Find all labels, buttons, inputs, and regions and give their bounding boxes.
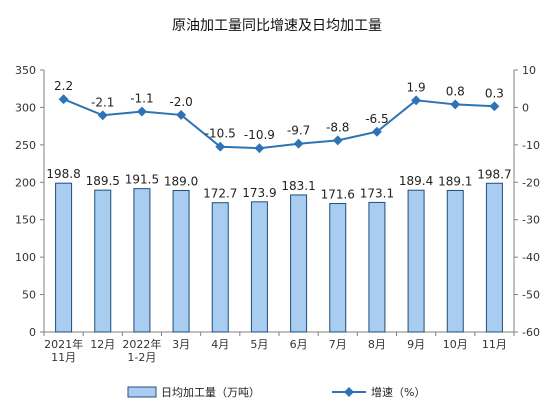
legend-swatch-marker	[344, 387, 354, 397]
right-tick-label: -50	[522, 289, 540, 302]
legend-swatch-bar	[127, 386, 157, 398]
plot-area: 050100150200250300350-60-50-40-30-20-100…	[15, 64, 540, 364]
x-tick-label: 12月	[90, 338, 115, 351]
x-tick-label: 6月	[290, 338, 308, 351]
line-value-label: -1.1	[130, 92, 153, 106]
right-tick-label: 10	[522, 64, 536, 77]
line-value-label: -10.9	[244, 128, 275, 142]
bar-value-label: 189.1	[438, 174, 472, 188]
line-point	[136, 106, 147, 117]
x-tick-label: 5月	[250, 338, 268, 351]
bar-value-label: 198.7	[477, 167, 511, 181]
right-tick-label: -10	[522, 139, 540, 152]
left-tick-label: 300	[15, 101, 36, 114]
line-point	[97, 110, 108, 121]
line-value-label: -10.5	[205, 127, 236, 141]
growth-line	[63, 98, 495, 150]
right-tick-label: -40	[522, 251, 540, 264]
line-value-label: -6.5	[365, 112, 388, 126]
x-tick-label: 3月	[172, 338, 190, 351]
line-point	[450, 99, 461, 110]
x-tick-label: 2022年 1-2月	[122, 337, 161, 364]
line-point	[254, 143, 265, 154]
left-tick-label: 100	[15, 251, 36, 264]
bar-value-label: 183.1	[281, 179, 315, 193]
left-tick-label: 200	[15, 176, 36, 189]
x-tick-label: 7月	[329, 338, 347, 351]
bar-value-label: 191.5	[125, 173, 159, 187]
bar	[329, 203, 347, 333]
line-value-label: -2.1	[91, 95, 114, 109]
bar	[55, 182, 73, 333]
bar	[133, 188, 151, 333]
line-point	[332, 135, 343, 146]
bar-value-label: 173.1	[360, 186, 394, 200]
right-tick-label: 0	[522, 101, 529, 114]
x-tick-label: 10月	[443, 338, 468, 351]
x-tick-label: 9月	[407, 338, 425, 351]
legend: 日均加工量（万吨） 增速（%）	[127, 385, 425, 399]
bar-value-label: 172.7	[203, 187, 237, 201]
bar	[211, 202, 229, 333]
bar	[485, 182, 503, 333]
line-value-label: 1.9	[407, 80, 426, 94]
right-tick-label: -60	[522, 326, 540, 339]
bar-value-label: 189.0	[164, 175, 198, 189]
bar	[94, 189, 112, 333]
bar	[407, 189, 425, 333]
line-point	[58, 94, 69, 105]
x-tick-label: 8月	[368, 338, 386, 351]
bar-value-label: 189.4	[399, 174, 433, 188]
line-value-label: 2.2	[54, 79, 73, 93]
line-point	[371, 126, 382, 137]
right-tick-label: -20	[522, 176, 540, 189]
bar	[172, 190, 190, 333]
left-tick-label: 50	[22, 289, 36, 302]
bar	[250, 201, 268, 333]
left-tick-label: 0	[29, 326, 36, 339]
line-point	[293, 138, 304, 149]
legend-label-line: 增速（%）	[371, 385, 425, 399]
right-tick-label: -30	[522, 214, 540, 227]
bar-value-label: 198.8	[46, 167, 80, 181]
line-value-label: 0.8	[446, 84, 465, 98]
x-tick-label: 2021年 11月	[44, 337, 83, 364]
bar-value-label: 189.5	[86, 174, 120, 188]
bar	[446, 189, 464, 333]
bar-value-label: 173.9	[242, 186, 276, 200]
x-tick-label: 11月	[482, 338, 507, 351]
chart-title: 原油加工量同比增速及日均加工量	[172, 18, 382, 34]
line-value-label: -2.0	[169, 95, 192, 109]
bar-value-label: 171.6	[321, 188, 355, 202]
line-point	[176, 109, 187, 120]
x-tick-label: 4月	[211, 338, 229, 351]
left-tick-label: 150	[15, 214, 36, 227]
legend-label-bar: 日均加工量（万吨）	[161, 386, 260, 399]
left-tick-label: 350	[15, 64, 36, 77]
left-tick-label: 250	[15, 139, 36, 152]
line-value-label: -9.7	[287, 124, 310, 138]
line-value-label: -8.8	[326, 120, 349, 134]
line-point	[215, 141, 226, 152]
line-point	[489, 101, 500, 112]
bar	[368, 201, 386, 333]
bar	[290, 194, 308, 333]
line-value-label: 0.3	[485, 86, 504, 100]
